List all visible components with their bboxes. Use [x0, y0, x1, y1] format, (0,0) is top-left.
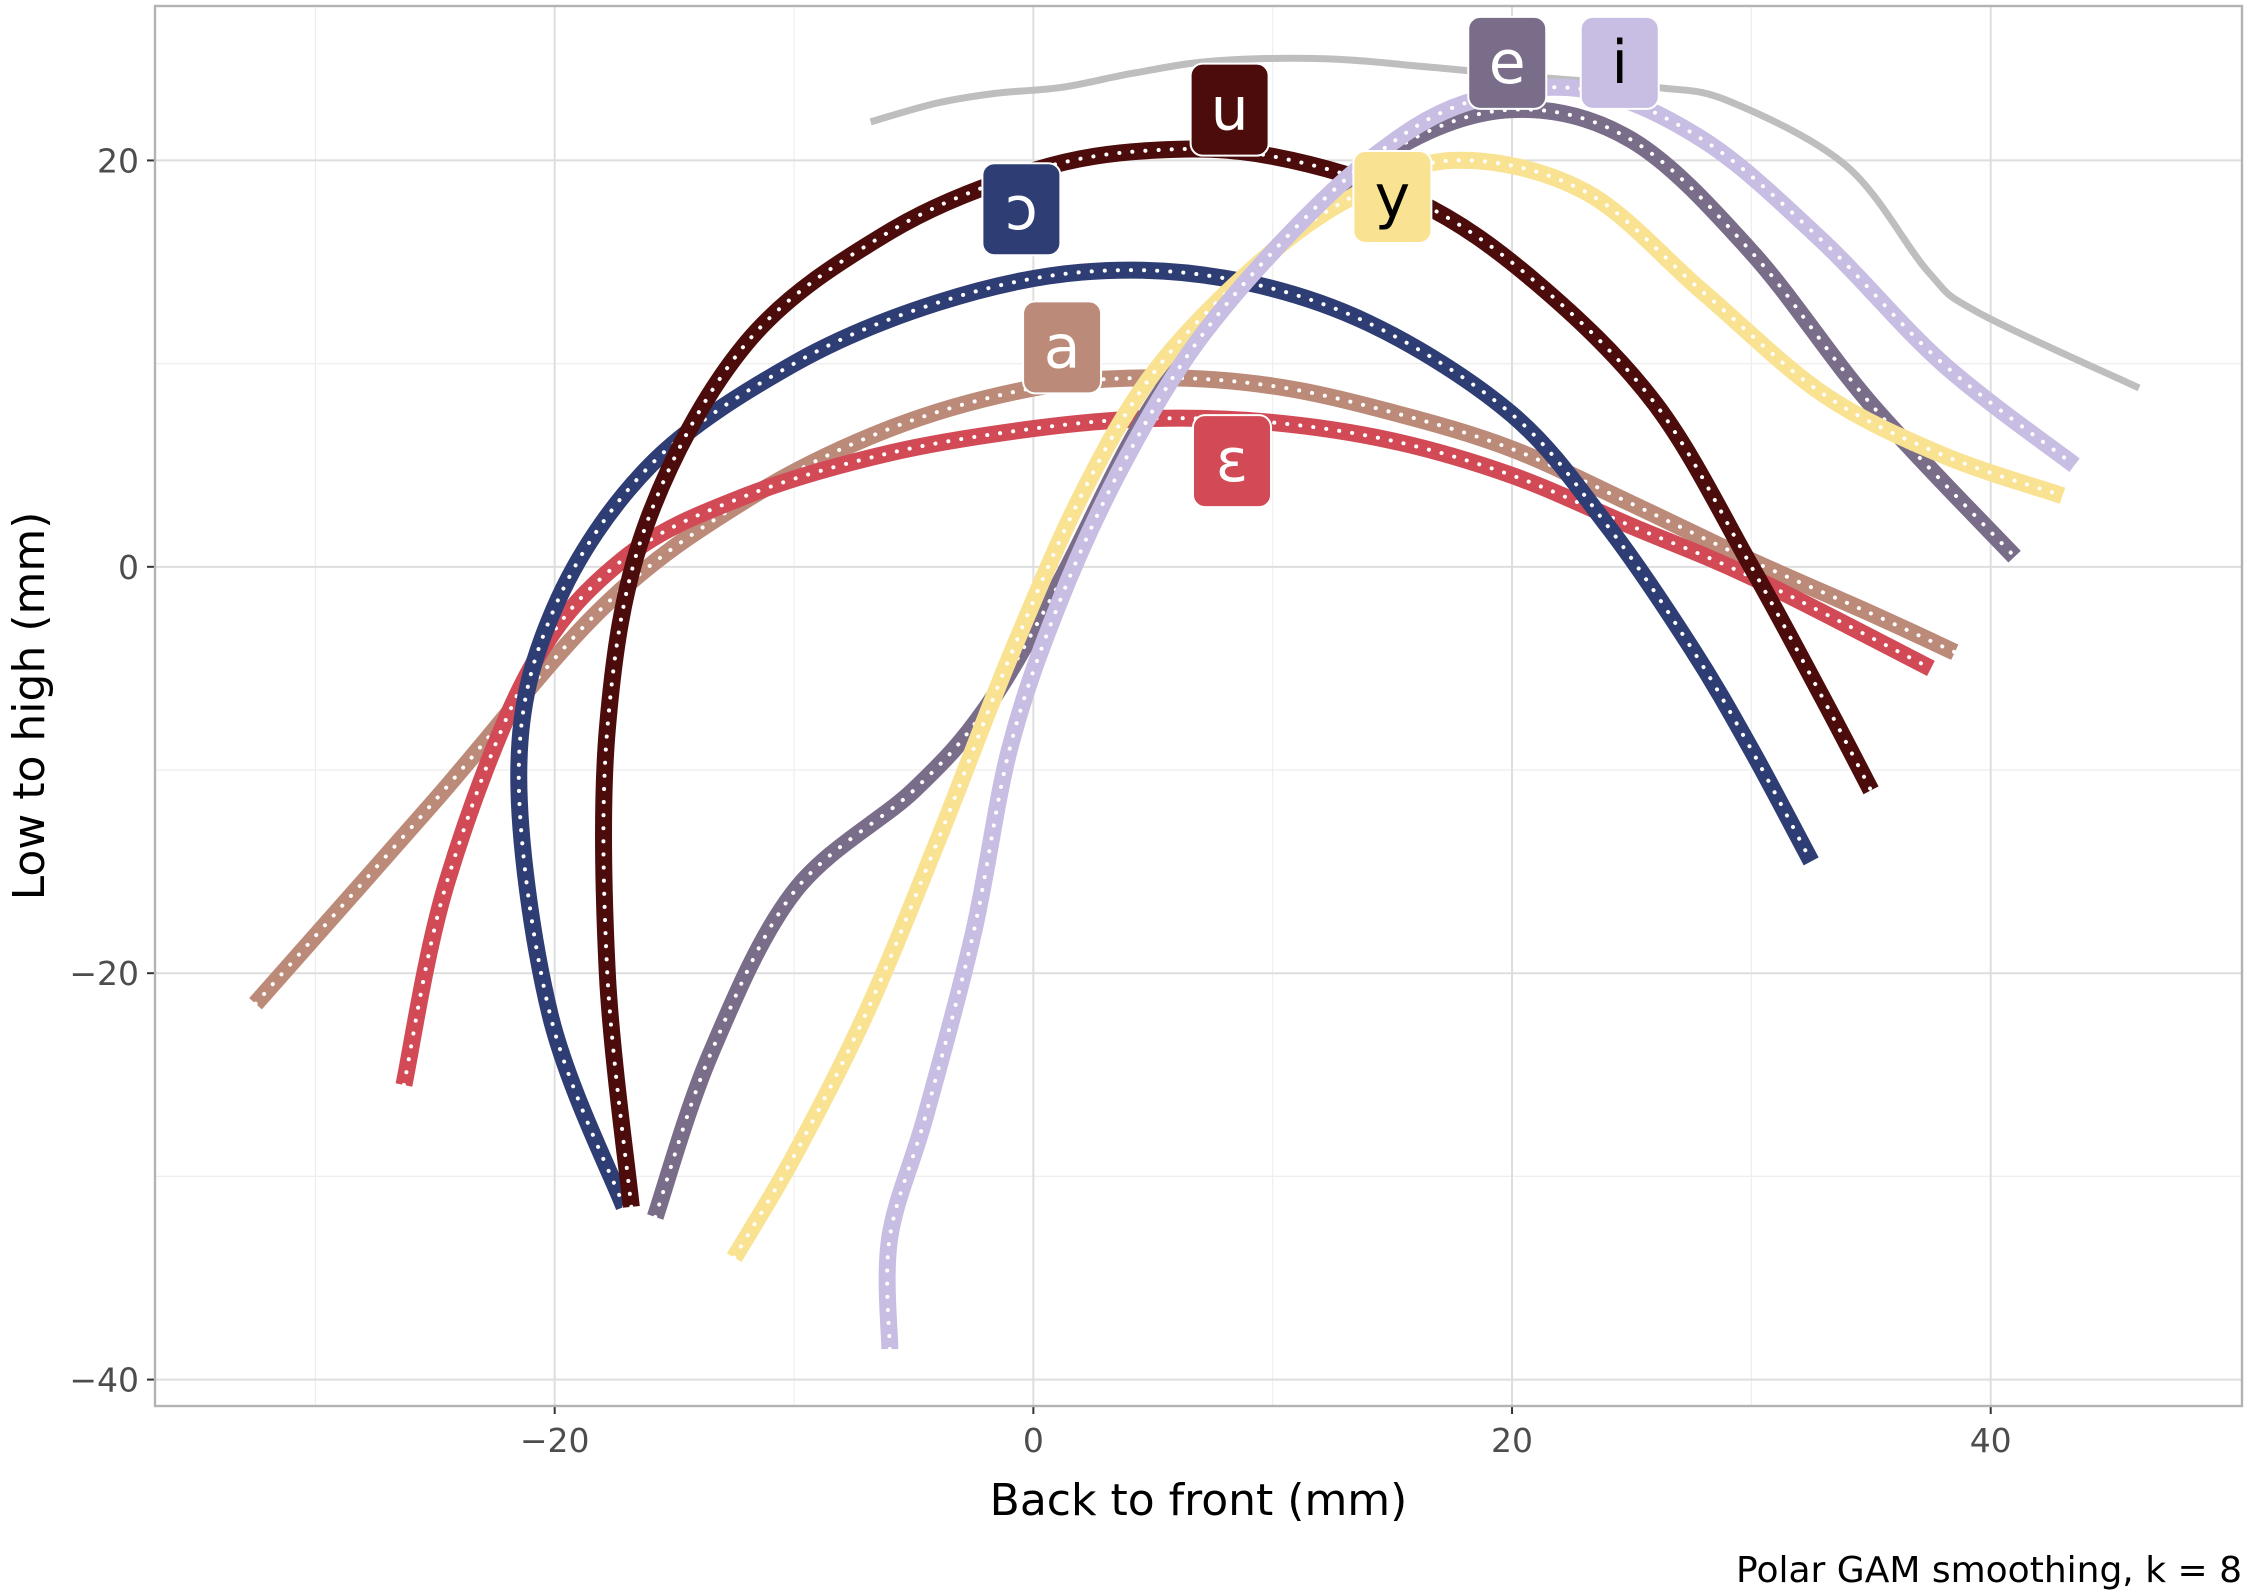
series-label-box [1352, 150, 1433, 245]
x-axis-title: Back to front (mm) [990, 1475, 1408, 1526]
y-tick-labels: −40 −20 0 20 [69, 141, 155, 1400]
series-label-e: e [1467, 15, 1548, 110]
x-tick-label: −20 [520, 1421, 590, 1460]
series-dots-ɛ [401, 416, 1933, 1087]
series-label-box [1467, 15, 1548, 110]
series-line-ɔ [510, 261, 1819, 1210]
series-label-a: a [1022, 300, 1103, 395]
plot-panel-border [153, 4, 2244, 1408]
x-tick-label: 40 [1970, 1421, 2012, 1460]
series-label-ɛ: ɛ [1192, 414, 1273, 509]
series-label-y: y [1352, 150, 1433, 245]
series-label-i: i [1579, 15, 1660, 110]
series-label-box [1192, 414, 1273, 509]
series-dots-a [253, 375, 1957, 1006]
series-label-box [1022, 300, 1103, 395]
series-label-box [1189, 62, 1270, 157]
series-dots-i [885, 85, 2077, 1352]
y-tick-label: 20 [97, 141, 139, 180]
series-label-text: i [1611, 28, 1628, 98]
series-lines [249, 54, 2141, 1352]
series-label-text: y [1375, 162, 1411, 232]
series-label-box [1579, 15, 1660, 110]
series-labels: a ɛ ɔ u e y i [981, 15, 1660, 509]
chart-caption: Polar GAM smoothing, k = 8 [1736, 1550, 2242, 1591]
y-tick-label: −40 [69, 1361, 139, 1400]
y-axis-title: Low to high (mm) [4, 512, 55, 901]
plot-panel [155, 6, 2242, 1406]
series-label-ɔ: ɔ [981, 162, 1062, 257]
y-tick-label: 0 [118, 548, 139, 587]
series-label-text: ɛ [1216, 426, 1248, 496]
y-tick-label: −20 [69, 954, 139, 993]
x-tick-label: 0 [1023, 1421, 1044, 1460]
series-label-text: e [1489, 28, 1526, 98]
series-dots-y [732, 158, 2065, 1260]
series-label-text: a [1044, 312, 1081, 382]
x-tick-label: 20 [1491, 1421, 1533, 1460]
series-label-text: ɔ [1005, 174, 1038, 244]
series-label-text: u [1211, 75, 1249, 145]
x-tick-labels: −20 0 20 40 [520, 1406, 2012, 1460]
series-line-u [594, 140, 1879, 1208]
series-dots-e [653, 107, 2017, 1219]
series-label-u: u [1189, 62, 1270, 157]
series-label-box [981, 162, 1062, 257]
